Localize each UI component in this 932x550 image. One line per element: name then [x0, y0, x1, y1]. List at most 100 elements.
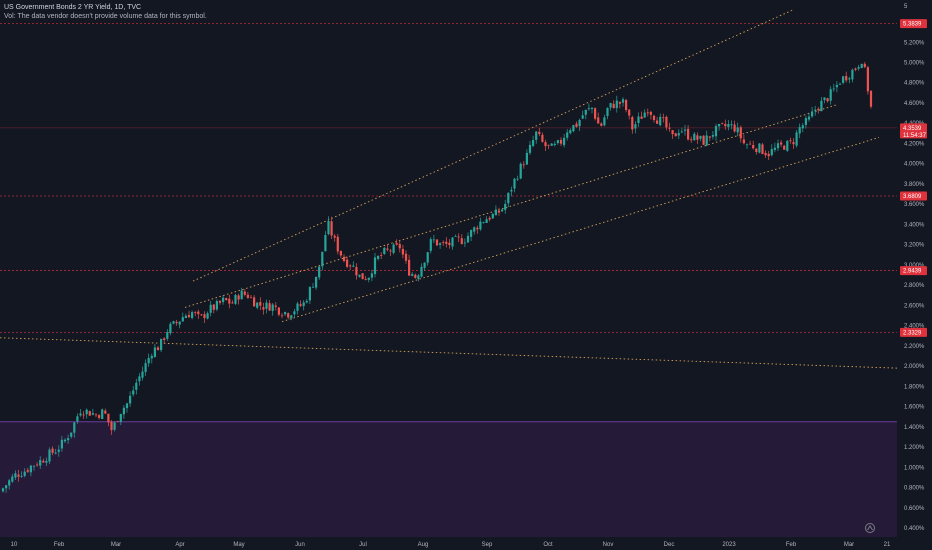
candle-body: [749, 143, 752, 145]
x-tick-label: Mar: [844, 542, 854, 548]
badge-mid-level: 3.6809: [903, 194, 922, 200]
candle-body: [14, 473, 17, 478]
y-tick-label: 5.200%: [904, 40, 925, 46]
candle-body: [854, 68, 857, 70]
candle-body: [476, 227, 479, 230]
candle-body: [665, 116, 668, 128]
candle-body: [169, 323, 172, 334]
candle-body: [860, 63, 863, 69]
candle-body: [770, 149, 773, 156]
candle-body: [479, 221, 482, 230]
tradingview-logo-icon[interactable]: [865, 523, 875, 533]
candle-body: [677, 133, 680, 136]
x-tick-label: Jul: [359, 542, 367, 548]
candle-body: [829, 89, 832, 101]
candle-body: [643, 112, 646, 118]
y-tick-label: 1.000%: [904, 465, 925, 471]
candle-body: [553, 143, 556, 146]
candle-body: [39, 460, 42, 466]
candle-body: [352, 265, 355, 267]
candle-body: [398, 243, 401, 249]
candle-body: [184, 315, 187, 318]
candle-body: [373, 257, 377, 275]
x-tick-label: Feb: [786, 542, 797, 548]
candle-body: [203, 314, 206, 319]
candle-body: [795, 132, 798, 146]
candle-body: [73, 422, 76, 433]
candle-body: [175, 321, 178, 324]
candle-body: [5, 485, 8, 489]
candle-body: [696, 135, 699, 140]
candle-body: [556, 140, 559, 144]
candle-body: [656, 120, 659, 124]
candle-body: [625, 100, 628, 111]
candle-body: [147, 357, 150, 364]
candle-body: [156, 347, 160, 351]
candle-body: [559, 139, 563, 144]
candle-body: [274, 305, 277, 307]
candle-body: [832, 88, 835, 90]
candle-body: [497, 210, 501, 213]
candle-body: [683, 129, 687, 131]
candle-body: [172, 321, 175, 324]
candle-body: [333, 235, 336, 238]
candle-body: [755, 148, 758, 152]
candle-body: [408, 259, 411, 276]
candle-body: [513, 178, 516, 189]
candle-body: [662, 117, 665, 119]
candle-body: [473, 227, 476, 232]
middle-channel-line: [184, 104, 837, 308]
candle-body: [178, 321, 181, 325]
candle-body: [485, 219, 488, 223]
candle-body: [166, 332, 169, 339]
candle-body: [786, 140, 789, 151]
candle-body: [153, 347, 156, 357]
y-tick-label: 3.000%: [904, 263, 925, 269]
candle-body: [237, 295, 240, 300]
candle-body: [339, 251, 342, 256]
candle-body: [718, 123, 721, 127]
candle-body: [122, 407, 125, 415]
candle-body: [823, 97, 826, 101]
badge-last-price-bg: [900, 123, 927, 139]
candle-body: [457, 236, 460, 238]
candle-body: [48, 449, 51, 462]
candle-body: [299, 304, 302, 306]
candle-body: [262, 307, 265, 310]
candle-body: [367, 277, 370, 280]
candle-body: [308, 287, 311, 301]
shaded-zone: [0, 421, 897, 537]
candle-body: [674, 133, 677, 137]
candle-body: [116, 421, 119, 423]
candle-body: [88, 411, 91, 416]
candle-body: [563, 137, 566, 146]
time-axis[interactable]: [0, 537, 897, 550]
candle-body: [566, 132, 569, 138]
candle-body: [215, 301, 218, 310]
candle-body: [789, 140, 792, 142]
x-tick-label: Feb: [54, 542, 65, 548]
y-tick-label: 3.600%: [904, 202, 925, 208]
y-tick-label: 5.000%: [904, 61, 925, 67]
candle-body: [532, 140, 535, 146]
candle-body: [265, 302, 268, 309]
candle-body: [587, 108, 590, 110]
candle-body: [783, 145, 786, 150]
candle-body: [67, 438, 70, 441]
candle-body: [240, 290, 243, 300]
candle-body: [160, 338, 163, 351]
candle-body: [82, 414, 85, 416]
candle-body: [54, 452, 57, 454]
candle-body: [315, 276, 318, 288]
candle-body: [780, 142, 783, 145]
upper-channel-line: [192, 9, 794, 282]
candles-layer: [1, 61, 873, 493]
candle-body: [209, 304, 212, 313]
candle-body: [249, 297, 253, 299]
y-tick-label: 4.800%: [904, 81, 925, 87]
candle-body: [423, 262, 426, 268]
y-tick-label: 1.600%: [904, 405, 925, 411]
candle-body: [851, 69, 854, 80]
candle-body: [94, 414, 98, 416]
